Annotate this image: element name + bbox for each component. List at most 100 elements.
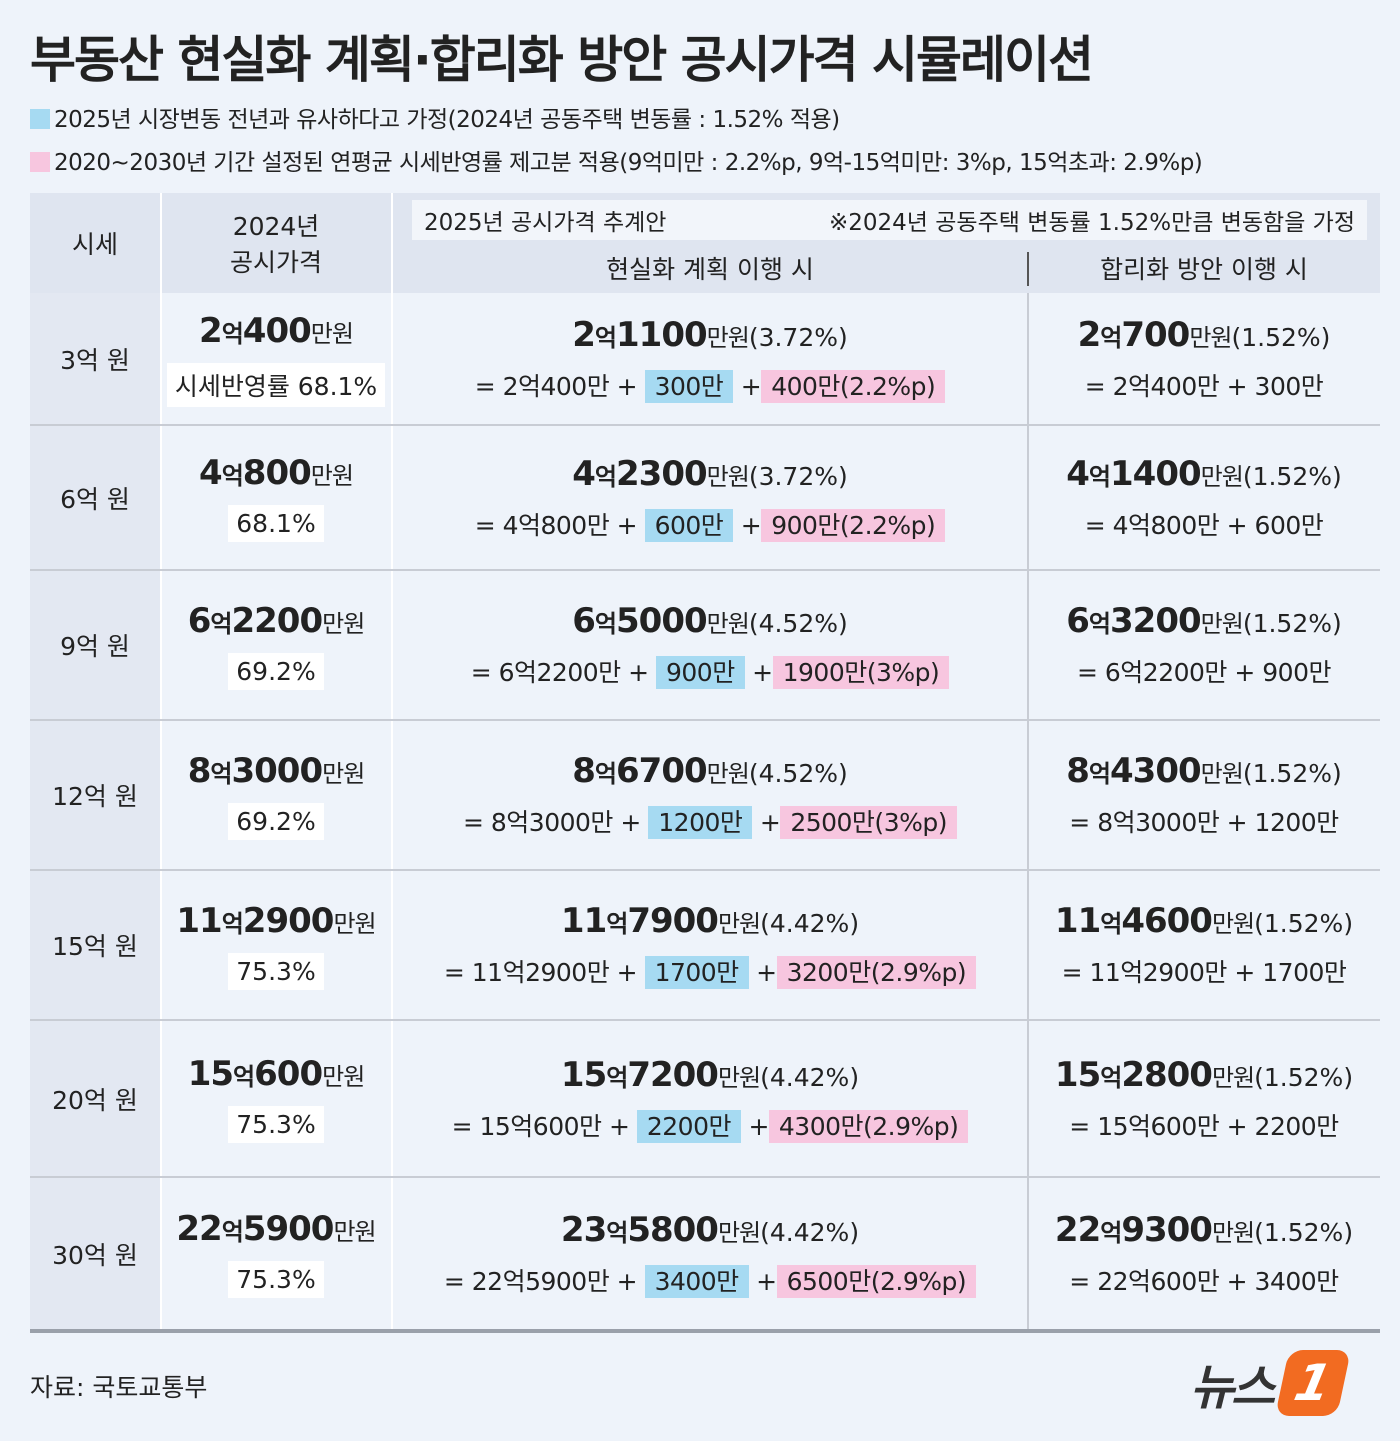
cell: 2억700만원(1.52%) = 2억400만 + 300만 bbox=[1028, 293, 1380, 425]
amount-part: 700 bbox=[1121, 315, 1190, 355]
reflect-change: 4300만(2.9%p) bbox=[768, 1109, 969, 1143]
amount-part: 억 bbox=[210, 759, 232, 788]
amount-part: 2900 bbox=[242, 900, 335, 941]
cell: 15억600만원 75.3% bbox=[160, 1020, 392, 1177]
amount-part: 8 bbox=[187, 750, 212, 791]
row-divider bbox=[30, 869, 1380, 871]
header-text: 공시가격 bbox=[229, 248, 322, 277]
row-divider bbox=[30, 1019, 1380, 1021]
reflect-change: 900만(2.2%p) bbox=[761, 508, 946, 542]
cell: 6억3200만원(1.52%) = 6억2200만 + 900만 bbox=[1028, 570, 1380, 720]
amount: 8억4300만원 bbox=[1066, 751, 1244, 791]
price: 3억 원 bbox=[60, 346, 130, 375]
formula: = 22억600만 + 3400만 bbox=[1069, 1266, 1339, 1296]
header-cell: 현실화 계획 이행 시 bbox=[392, 245, 1028, 290]
amount-part: 2 bbox=[572, 315, 596, 355]
cell: 8억3000만원 69.2% bbox=[160, 720, 392, 870]
amount-part: 4600 bbox=[1121, 901, 1213, 941]
amount-part: 7900 bbox=[627, 901, 719, 941]
amount-part: 억 bbox=[1100, 1063, 1122, 1092]
line: 4억1400만원(1.52%) bbox=[1066, 454, 1342, 494]
amount-part: 15 bbox=[1054, 1054, 1101, 1095]
amount-part: 억 bbox=[1100, 910, 1122, 938]
line: 23억5800만원(4.42%) bbox=[561, 1210, 859, 1250]
row-divider bbox=[30, 719, 1380, 721]
line: 22억9300만원(1.52%) bbox=[1055, 1210, 1353, 1250]
header-cell: 합리화 방안 이행 시 bbox=[1028, 245, 1380, 290]
amount-part: 만원 bbox=[706, 324, 750, 352]
formula-base: = 22억5900만 + bbox=[443, 1266, 638, 1296]
cell: 12억 원 bbox=[30, 720, 160, 870]
rate: (1.52%) bbox=[1254, 1062, 1354, 1092]
amount-part: 6 bbox=[1066, 601, 1090, 641]
cell: 22억5900만원 75.3% bbox=[160, 1177, 392, 1330]
line: 2억400만원 bbox=[199, 311, 354, 351]
line: 8억4300만원(1.52%) bbox=[1066, 751, 1342, 791]
amount: 11억4600만원 bbox=[1055, 901, 1255, 941]
header-cell: 2024년 공시가격 bbox=[160, 193, 392, 293]
amount: 22억5900만원 bbox=[176, 1209, 376, 1249]
amount-part: 22 bbox=[1054, 1209, 1101, 1250]
formula-base: = 15억600만 + bbox=[451, 1111, 630, 1141]
line: 4억2300만원(3.72%) bbox=[572, 454, 848, 494]
rate: (4.52%) bbox=[748, 609, 848, 638]
cell: 6억5000만원(4.52%) = 6억2200만 + 900만 +1900만(3… bbox=[392, 570, 1028, 720]
reflect-change: 6500만(2.9%p) bbox=[776, 1264, 977, 1298]
rate: (1.52%) bbox=[1254, 909, 1354, 938]
cell: 6억2200만원 69.2% bbox=[160, 570, 392, 720]
cell: 2억1100만원(3.72%) = 2억400만 + 300만 +400만(2.2… bbox=[392, 293, 1028, 425]
row-divider bbox=[30, 424, 1380, 426]
header-text: 2025년 공시가격 추계안 bbox=[424, 210, 667, 236]
amount: 4억800만원 bbox=[199, 453, 354, 493]
table-bottom-rule bbox=[30, 1329, 1380, 1333]
amount-part: 억 bbox=[606, 1063, 628, 1092]
amount-part: 2 bbox=[1077, 315, 1102, 355]
cell: 8억6700만원(4.52%) = 8억3000만 + 1200만 +2500만(… bbox=[392, 720, 1028, 870]
amount: 8억6700만원 bbox=[572, 751, 750, 791]
logo-mark: 1 bbox=[1275, 1350, 1352, 1416]
amount-part: 800 bbox=[242, 453, 312, 493]
amount: 2억1100만원 bbox=[572, 315, 750, 355]
amount: 2억400만원 bbox=[199, 311, 354, 351]
amount-part: 23 bbox=[560, 1209, 607, 1250]
header-note: ※2024년 공동주택 변동률 1.52%만큼 변동함을 가정 bbox=[829, 210, 1355, 236]
line: 8억6700만원(4.52%) bbox=[572, 751, 848, 791]
note: 2020~2030년 기간 설정된 연평균 시세반영률 제고분 적용(9억미만 … bbox=[54, 150, 1203, 176]
amount-part: 6 bbox=[187, 600, 212, 641]
amount-part: 6700 bbox=[616, 751, 708, 791]
amount-part: 만원 bbox=[1211, 910, 1255, 938]
amount-part: 억 bbox=[221, 1218, 244, 1246]
line: 4억800만원 bbox=[199, 453, 354, 493]
rate: (1.52%) bbox=[1231, 323, 1331, 352]
note-row: 2025년 시장변동 전년과 유사하다고 가정(2024년 공동주택 변동률 :… bbox=[30, 100, 840, 134]
line: 11억4600만원(1.52%) bbox=[1055, 901, 1353, 941]
formula: = 8억3000만 + 1200만 +2500만(3%p) bbox=[463, 803, 957, 839]
divider bbox=[1027, 252, 1029, 286]
estimate-header: 2025년 공시가격 추계안 ※2024년 공동주택 변동률 1.52%만큼 변동… bbox=[412, 200, 1367, 240]
plus: + bbox=[740, 372, 762, 401]
formula: = 4억800만 + 600만 +900만(2.2%p) bbox=[475, 506, 946, 542]
formula-base: = 2억400만 + bbox=[474, 372, 638, 401]
amount-part: 만원 bbox=[1211, 1218, 1255, 1247]
line: 22억5900만원 bbox=[176, 1209, 376, 1249]
reflect-change: 3200만(2.9%p) bbox=[776, 956, 977, 989]
plus: + bbox=[759, 808, 781, 837]
amount-part: 1400 bbox=[1110, 453, 1202, 494]
amount-part: 억 bbox=[594, 324, 617, 352]
plus: + bbox=[752, 658, 773, 687]
formula: = 6억2200만 + 900만 bbox=[1077, 658, 1331, 687]
amount-part: 만원 bbox=[706, 462, 750, 491]
formula-base: = 6억2200만 + bbox=[470, 658, 649, 687]
note: 2025년 시장변동 전년과 유사하다고 가정(2024년 공동주택 변동률 :… bbox=[54, 107, 840, 133]
amount: 15억7200만원 bbox=[561, 1055, 761, 1095]
amount-part: 억 bbox=[1100, 1218, 1122, 1247]
amount: 15억600만원 bbox=[188, 1054, 366, 1094]
header-text: 합리화 방안 이행 시 bbox=[1100, 254, 1308, 284]
amount-part: 2 bbox=[199, 311, 223, 351]
market-change: 2200만 bbox=[636, 1109, 741, 1143]
amount-part: 만원 bbox=[310, 320, 354, 348]
amount-part: 만원 bbox=[706, 610, 750, 638]
formula: = 11억2900만 + 1700만 +3200만(2.9%p) bbox=[444, 953, 977, 989]
amount-part: 11 bbox=[560, 901, 607, 941]
amount-part: 15 bbox=[187, 1054, 234, 1094]
